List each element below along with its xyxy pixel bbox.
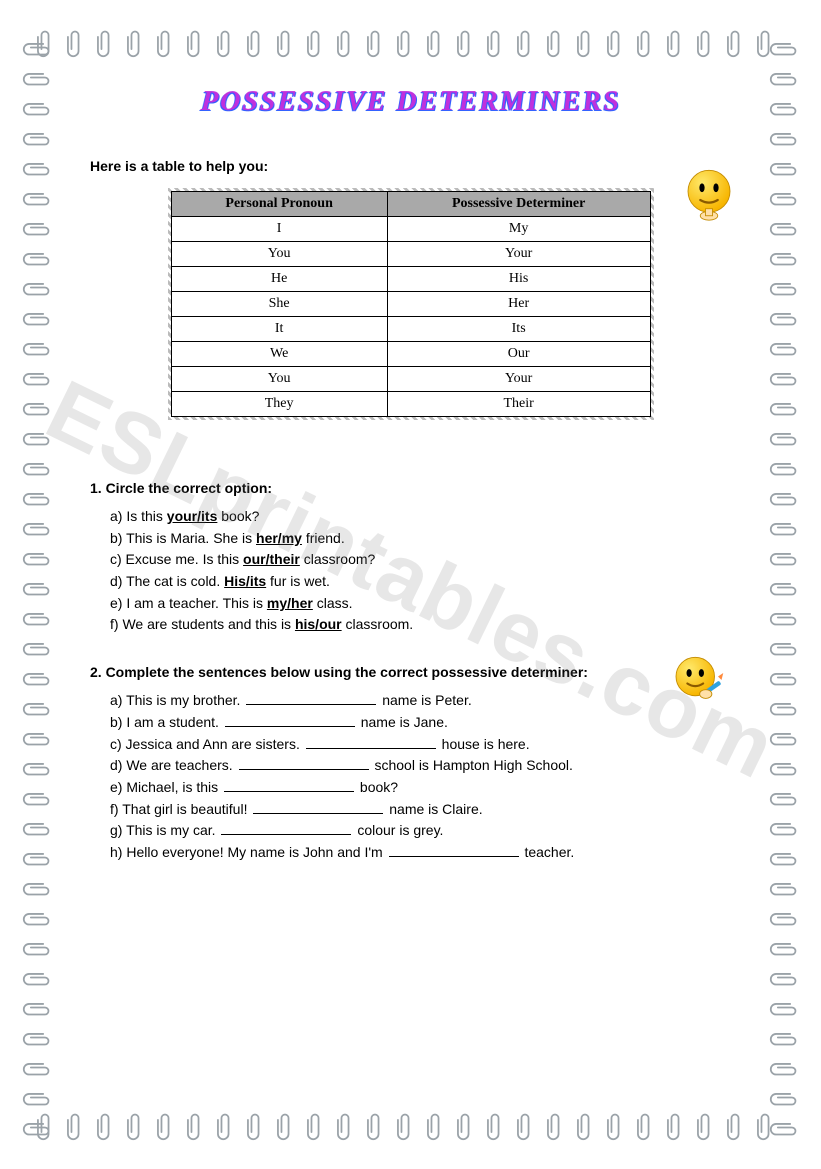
table-cell: Its bbox=[387, 317, 650, 342]
list-item: f) That girl is beautiful! name is Clair… bbox=[110, 799, 731, 821]
table-cell: My bbox=[387, 217, 650, 242]
option-underline: our/their bbox=[243, 551, 300, 567]
option-underline: your/its bbox=[167, 508, 218, 524]
exercise-1-list: a) Is this your/its book?b) This is Mari… bbox=[110, 506, 731, 636]
fill-blank[interactable] bbox=[225, 714, 355, 727]
table-cell: Their bbox=[387, 392, 650, 417]
fill-blank[interactable] bbox=[246, 693, 376, 706]
table-row: IMy bbox=[171, 217, 650, 242]
table-row: WeOur bbox=[171, 342, 650, 367]
table-cell: They bbox=[171, 392, 387, 417]
table-cell: Your bbox=[387, 242, 650, 267]
table-cell: You bbox=[171, 367, 387, 392]
table-container: Personal Pronoun Possessive Determiner I… bbox=[90, 188, 731, 420]
table-header-row: Personal Pronoun Possessive Determiner bbox=[171, 192, 650, 217]
option-underline: my/her bbox=[267, 595, 313, 611]
exercise-2-heading: 2. Complete the sentences below using th… bbox=[90, 664, 731, 680]
col-header-determiner: Possessive Determiner bbox=[387, 192, 650, 217]
smiley-writing-icon bbox=[669, 652, 725, 708]
table-cell: His bbox=[387, 267, 650, 292]
table-cell: Your bbox=[387, 367, 650, 392]
list-item: e) I am a teacher. This is my/her class. bbox=[110, 593, 731, 615]
intro-text: Here is a table to help you: bbox=[90, 158, 731, 174]
table-row: TheyTheir bbox=[171, 392, 650, 417]
fill-blank[interactable] bbox=[306, 736, 436, 749]
pronoun-table: Personal Pronoun Possessive Determiner I… bbox=[171, 191, 651, 417]
table-row: HeHis bbox=[171, 267, 650, 292]
list-item: d) We are teachers. school is Hampton Hi… bbox=[110, 755, 731, 777]
table-cell: Her bbox=[387, 292, 650, 317]
table-cell: He bbox=[171, 267, 387, 292]
option-underline: His/its bbox=[224, 573, 266, 589]
list-item: h) Hello everyone! My name is John and I… bbox=[110, 842, 731, 864]
smiley-thinking-icon bbox=[681, 165, 737, 221]
option-underline: his/our bbox=[295, 616, 342, 632]
list-item: d) The cat is cold. His/its fur is wet. bbox=[110, 571, 731, 593]
fill-blank[interactable] bbox=[224, 779, 354, 792]
table-zigzag-border: Personal Pronoun Possessive Determiner I… bbox=[168, 188, 654, 420]
table-row: SheHer bbox=[171, 292, 650, 317]
table-cell: You bbox=[171, 242, 387, 267]
fill-blank[interactable] bbox=[253, 801, 383, 814]
fill-blank[interactable] bbox=[221, 823, 351, 836]
exercise-2-list: a) This is my brother. name is Peter.b) … bbox=[110, 690, 731, 864]
list-item: a) Is this your/its book? bbox=[110, 506, 731, 528]
title-wrap: POSSESSIVE DETERMINERS bbox=[90, 86, 731, 118]
fill-blank[interactable] bbox=[239, 758, 369, 771]
exercise-1-heading: 1. Circle the correct option: bbox=[90, 480, 731, 496]
table-cell: We bbox=[171, 342, 387, 367]
list-item: b) This is Maria. She is her/my friend. bbox=[110, 528, 731, 550]
list-item: c) Excuse me. Is this our/their classroo… bbox=[110, 549, 731, 571]
option-underline: her/my bbox=[256, 530, 302, 546]
table-cell: She bbox=[171, 292, 387, 317]
list-item: c) Jessica and Ann are sisters. house is… bbox=[110, 734, 731, 756]
list-item: b) I am a student. name is Jane. bbox=[110, 712, 731, 734]
list-item: f) We are students and this is his/our c… bbox=[110, 614, 731, 636]
col-header-pronoun: Personal Pronoun bbox=[171, 192, 387, 217]
page-title: POSSESSIVE DETERMINERS bbox=[199, 86, 621, 118]
worksheet-page: POSSESSIVE DETERMINERS Here is a table t… bbox=[32, 32, 789, 1137]
table-row: YouYour bbox=[171, 367, 650, 392]
table-cell: It bbox=[171, 317, 387, 342]
table-cell: I bbox=[171, 217, 387, 242]
list-item: g) This is my car. colour is grey. bbox=[110, 820, 731, 842]
table-cell: Our bbox=[387, 342, 650, 367]
table-row: ItIts bbox=[171, 317, 650, 342]
list-item: e) Michael, is this book? bbox=[110, 777, 731, 799]
fill-blank[interactable] bbox=[389, 844, 519, 857]
list-item: a) This is my brother. name is Peter. bbox=[110, 690, 731, 712]
table-row: YouYour bbox=[171, 242, 650, 267]
